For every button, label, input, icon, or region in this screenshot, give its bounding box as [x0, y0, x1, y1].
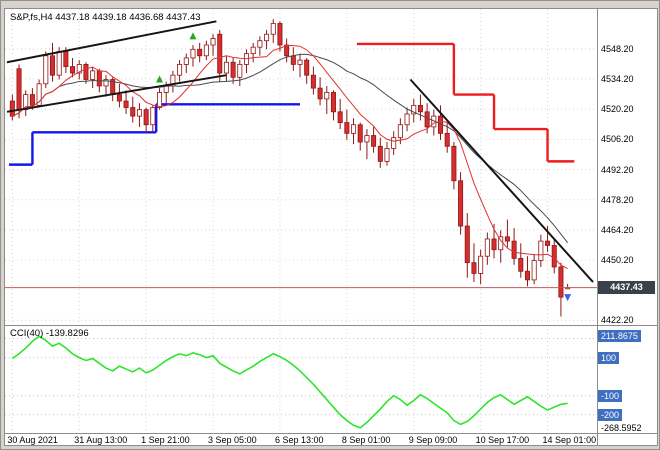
time-tick-label: 10 Sep 17:00 — [475, 435, 530, 445]
cci-level-chip: -200 — [598, 408, 623, 421]
separators — [5, 9, 657, 445]
time-tick-label: 14 Sep 01:00 — [542, 435, 597, 445]
time-tick-label: 9 Sep 09:00 — [408, 435, 458, 445]
trendlines-layer — [6, 20, 594, 283]
time-tick-label: 3 Sep 05:00 — [208, 435, 257, 445]
price-tick-label: 4478.20 — [601, 194, 634, 205]
down-arrow-marker — [564, 294, 572, 302]
ma-slow-line — [12, 53, 569, 243]
price-tick-label: 4450.20 — [601, 255, 634, 266]
chart-surface[interactable]: S&P,fs,H4 4437.18 4439.18 4436.68 4437.4… — [4, 8, 658, 446]
current-price-badge: 4437.43 — [598, 281, 655, 295]
price-tick-label: 4464.20 — [601, 224, 634, 235]
ma-fast-line — [12, 45, 568, 270]
symbol-ohlc-readout: S&P,fs,H4 4437.18 4439.18 4436.68 4437.4… — [10, 12, 201, 23]
grid-layer — [5, 9, 597, 433]
price-axis[interactable]: 4437.43 4548.20 4534.20 4520.20 4506.20 4492… — [597, 9, 657, 433]
time-tick-label: 30 Aug 2021 — [7, 435, 58, 445]
support-step-line — [9, 103, 301, 166]
time-tick-label: 31 Aug 13:00 — [74, 435, 128, 445]
price-tick-label: 4492.20 — [601, 164, 634, 175]
price-tick-label: 4548.20 — [601, 43, 634, 54]
time-tick-label: 8 Sep 01:00 — [341, 435, 391, 445]
time-tick-label: 6 Sep 13:00 — [274, 435, 324, 445]
time-axis[interactable]: 30 Aug 2021 31 Aug 13:00 1 Sep 21:00 3 Sep … — [5, 434, 597, 445]
cci-line — [11, 335, 568, 429]
price-tick-label: 4422.20 — [601, 315, 634, 326]
cci-indicator-label: CCI(40) -139.8296 — [10, 328, 89, 339]
markers-layer — [156, 32, 572, 302]
up-arrow-marker — [156, 75, 164, 83]
time-tick-label: 1 Sep 21:00 — [141, 435, 190, 445]
resistance-step-line — [356, 42, 575, 163]
cci-level-chip: -100 — [598, 389, 623, 402]
candles-layer — [9, 19, 571, 317]
up-arrow-marker — [189, 32, 197, 40]
price-tick-label: 4534.20 — [601, 74, 634, 85]
price-tick-label: 4520.20 — [601, 104, 634, 115]
price-tick-label: 4506.20 — [601, 134, 634, 145]
cci-level-chip: 211.8675 — [598, 330, 641, 343]
chart-canvas — [5, 9, 657, 445]
cci-min-label: -268.5952 — [601, 422, 642, 433]
cci-level-chip: 100 — [598, 351, 620, 364]
